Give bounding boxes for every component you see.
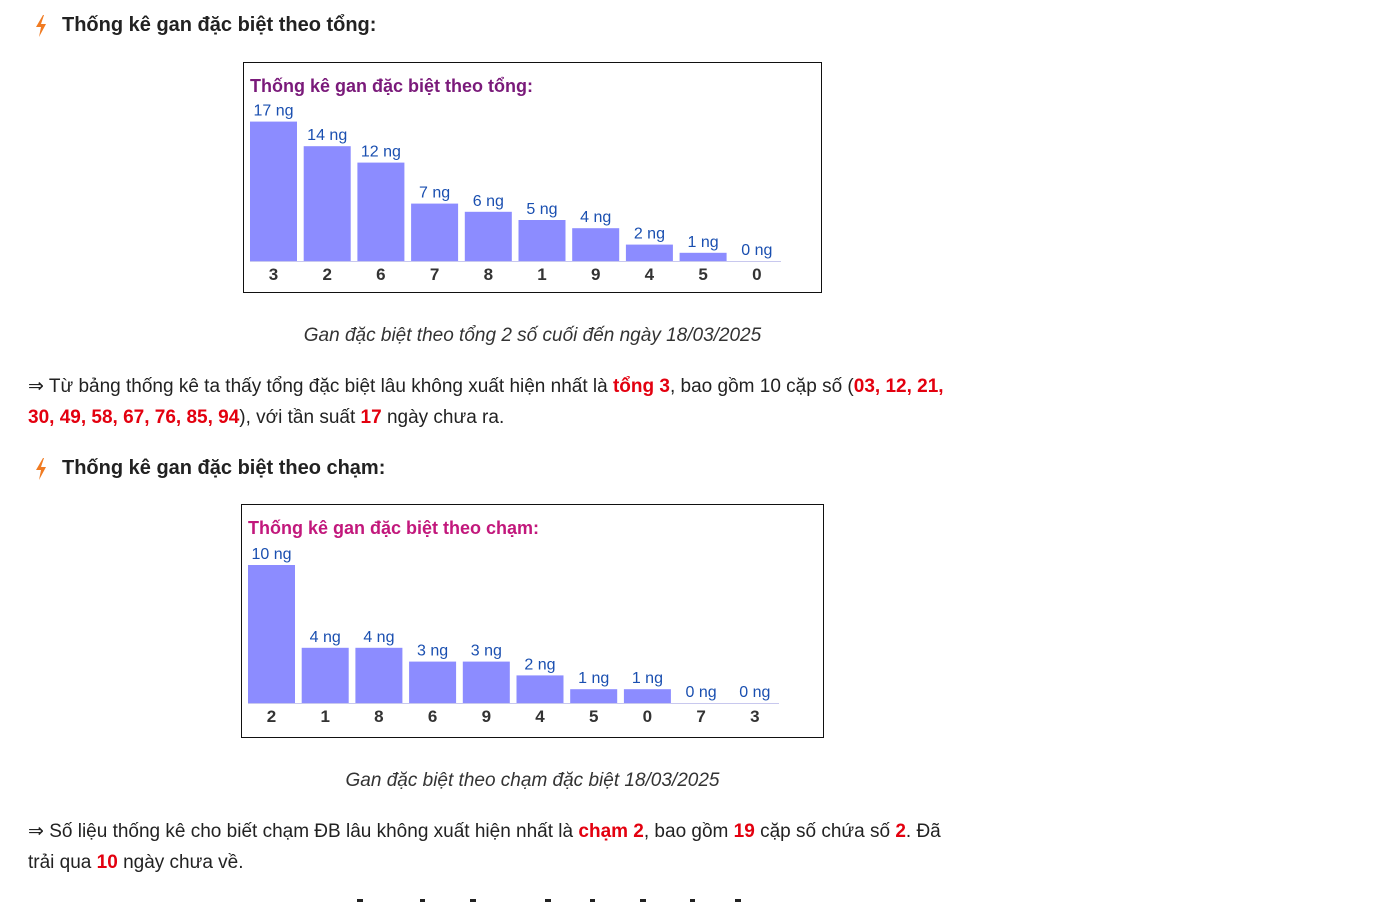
p1-highlight-days: 17	[360, 407, 382, 428]
chart-bar	[303, 146, 351, 261]
bolt-icon	[36, 457, 46, 480]
chart-data-label: 1 ng	[688, 234, 719, 251]
chart-category-label: 5	[698, 265, 707, 284]
chart-category-label: 9	[591, 265, 600, 284]
chart-category-label: 2	[267, 707, 276, 726]
chart-category-label: 8	[484, 265, 493, 284]
chart-bar	[248, 565, 295, 703]
p2-text: , bao gồm	[643, 821, 734, 842]
chart-data-label: 3 ng	[417, 643, 448, 660]
chart-bar	[679, 252, 727, 261]
chart-category-label: 9	[482, 707, 491, 726]
cut-off-line	[0, 890, 1385, 903]
chart-category-label: 7	[696, 707, 705, 726]
chart-bar	[301, 647, 349, 703]
chart-category-label: 8	[374, 707, 383, 726]
chart-data-label: 2 ng	[634, 226, 665, 243]
chart-cham: Thống kê gan đặc biệt theo chạm: 10 ng 2 4 …	[241, 504, 824, 738]
chart-data-label: 2 ng	[524, 656, 555, 673]
chart-data-label: 0 ng	[686, 684, 717, 701]
p1-highlight-tong: tổng 3	[612, 376, 670, 397]
chart-tong: Thống kê gan đặc biệt theo tổng: 17 ng 3 14…	[243, 62, 822, 293]
section2-heading: Thống kê gan đặc biệt theo chạm:	[34, 457, 385, 480]
p2-text: . Đã	[905, 821, 941, 842]
chart-cham-svg: Thống kê gan đặc biệt theo chạm:10 ng24 …	[248, 518, 779, 726]
chart-bar	[357, 162, 405, 261]
section2-heading-text: Thống kê gan đặc biệt theo chạm:	[62, 457, 386, 479]
chart-category-label: 1	[537, 265, 546, 284]
chart-data-label: 14 ng	[307, 127, 347, 144]
chart-data-label: 12 ng	[361, 144, 401, 161]
chart-data-label: 0 ng	[741, 242, 772, 259]
chart-data-label: 6 ng	[473, 193, 504, 210]
chart-category-label: 1	[320, 707, 329, 726]
chart-category-label: 2	[322, 265, 331, 284]
p2-highlight-days: 10	[96, 852, 118, 873]
p1-highlight-pairs: 03, 12, 21,	[853, 376, 944, 397]
chart-category-label: 0	[643, 707, 652, 726]
p1-text: ), với tần suất	[239, 407, 361, 428]
p2-text: ngày chưa về.	[117, 852, 244, 873]
chart-category-label: 6	[376, 265, 385, 284]
p2-highlight-cham: chạm 2	[578, 821, 644, 842]
chart-data-label: 4 ng	[310, 629, 341, 646]
chart-bar	[623, 689, 671, 703]
chart-bar	[570, 689, 618, 703]
chart-bar	[518, 220, 566, 261]
chart-category-label: 4	[645, 265, 655, 284]
chart-title: Thống kê gan đặc biệt theo chạm:	[248, 518, 539, 538]
p2-text: ⇒ Số liệu thống kê cho biết chạm ĐB lâu …	[28, 821, 579, 842]
section1-paragraph: ⇒ Từ bảng thống kê ta thấy tổng đặc biệt…	[28, 371, 1048, 433]
cut-off-fragments	[357, 899, 741, 902]
chart-category-label: 7	[430, 265, 439, 284]
chart-bar	[411, 203, 459, 261]
chart-data-label: 3 ng	[471, 643, 502, 660]
chart-data-label: 5 ng	[526, 201, 557, 218]
p2-highlight-digit: 2	[895, 821, 906, 842]
chart-data-label: 4 ng	[363, 629, 394, 646]
chart-bar	[462, 661, 510, 703]
chart-category-label: 3	[269, 265, 278, 284]
chart-category-label: 5	[589, 707, 598, 726]
p1-text: , bao gồm 10 cặp số (	[669, 376, 854, 397]
chart-tong-svg: Thống kê gan đặc biệt theo tổng:17 ng314…	[250, 76, 781, 284]
chart-bar	[572, 228, 620, 261]
chart-bar	[409, 661, 457, 703]
section2-caption: Gan đặc biệt theo chạm đặc biệt 18/03/20…	[345, 770, 720, 791]
p2-text: trải qua	[28, 852, 97, 873]
p1-text: ngày chưa ra.	[381, 407, 505, 428]
chart-title: Thống kê gan đặc biệt theo tổng:	[250, 76, 533, 96]
bolt-icon	[36, 14, 46, 37]
section1-heading: Thống kê gan đặc biệt theo tổng:	[34, 14, 376, 37]
section1-caption: Gan đặc biệt theo tổng 2 số cuối đến ngà…	[303, 325, 762, 346]
section1-heading-text: Thống kê gan đặc biệt theo tổng:	[62, 14, 377, 36]
chart-category-label: 4	[535, 707, 545, 726]
chart-data-label: 1 ng	[578, 670, 609, 687]
chart-data-label: 10 ng	[251, 546, 291, 563]
p1-highlight-pairs: 30, 49, 58, 67, 76, 85, 94	[28, 407, 240, 428]
chart-category-label: 3	[750, 707, 759, 726]
p2-text: cặp số chứa số	[754, 821, 896, 842]
chart-bar	[250, 121, 297, 261]
chart-category-label: 0	[752, 265, 761, 284]
chart-bar	[355, 647, 403, 703]
section2-paragraph: ⇒ Số liệu thống kê cho biết chạm ĐB lâu …	[28, 816, 1048, 878]
chart-data-label: 1 ng	[632, 670, 663, 687]
chart-data-label: 0 ng	[739, 684, 770, 701]
chart-data-label: 17 ng	[253, 103, 293, 120]
chart-category-label: 6	[428, 707, 437, 726]
p1-text: ⇒ Từ bảng thống kê ta thấy tổng đặc biệt…	[28, 376, 613, 397]
chart-data-label: 4 ng	[580, 209, 611, 226]
p2-highlight-count: 19	[733, 821, 755, 842]
chart-bar	[464, 211, 512, 261]
chart-data-label: 7 ng	[419, 185, 450, 202]
chart-bar	[516, 675, 564, 703]
chart-bar	[625, 244, 673, 261]
